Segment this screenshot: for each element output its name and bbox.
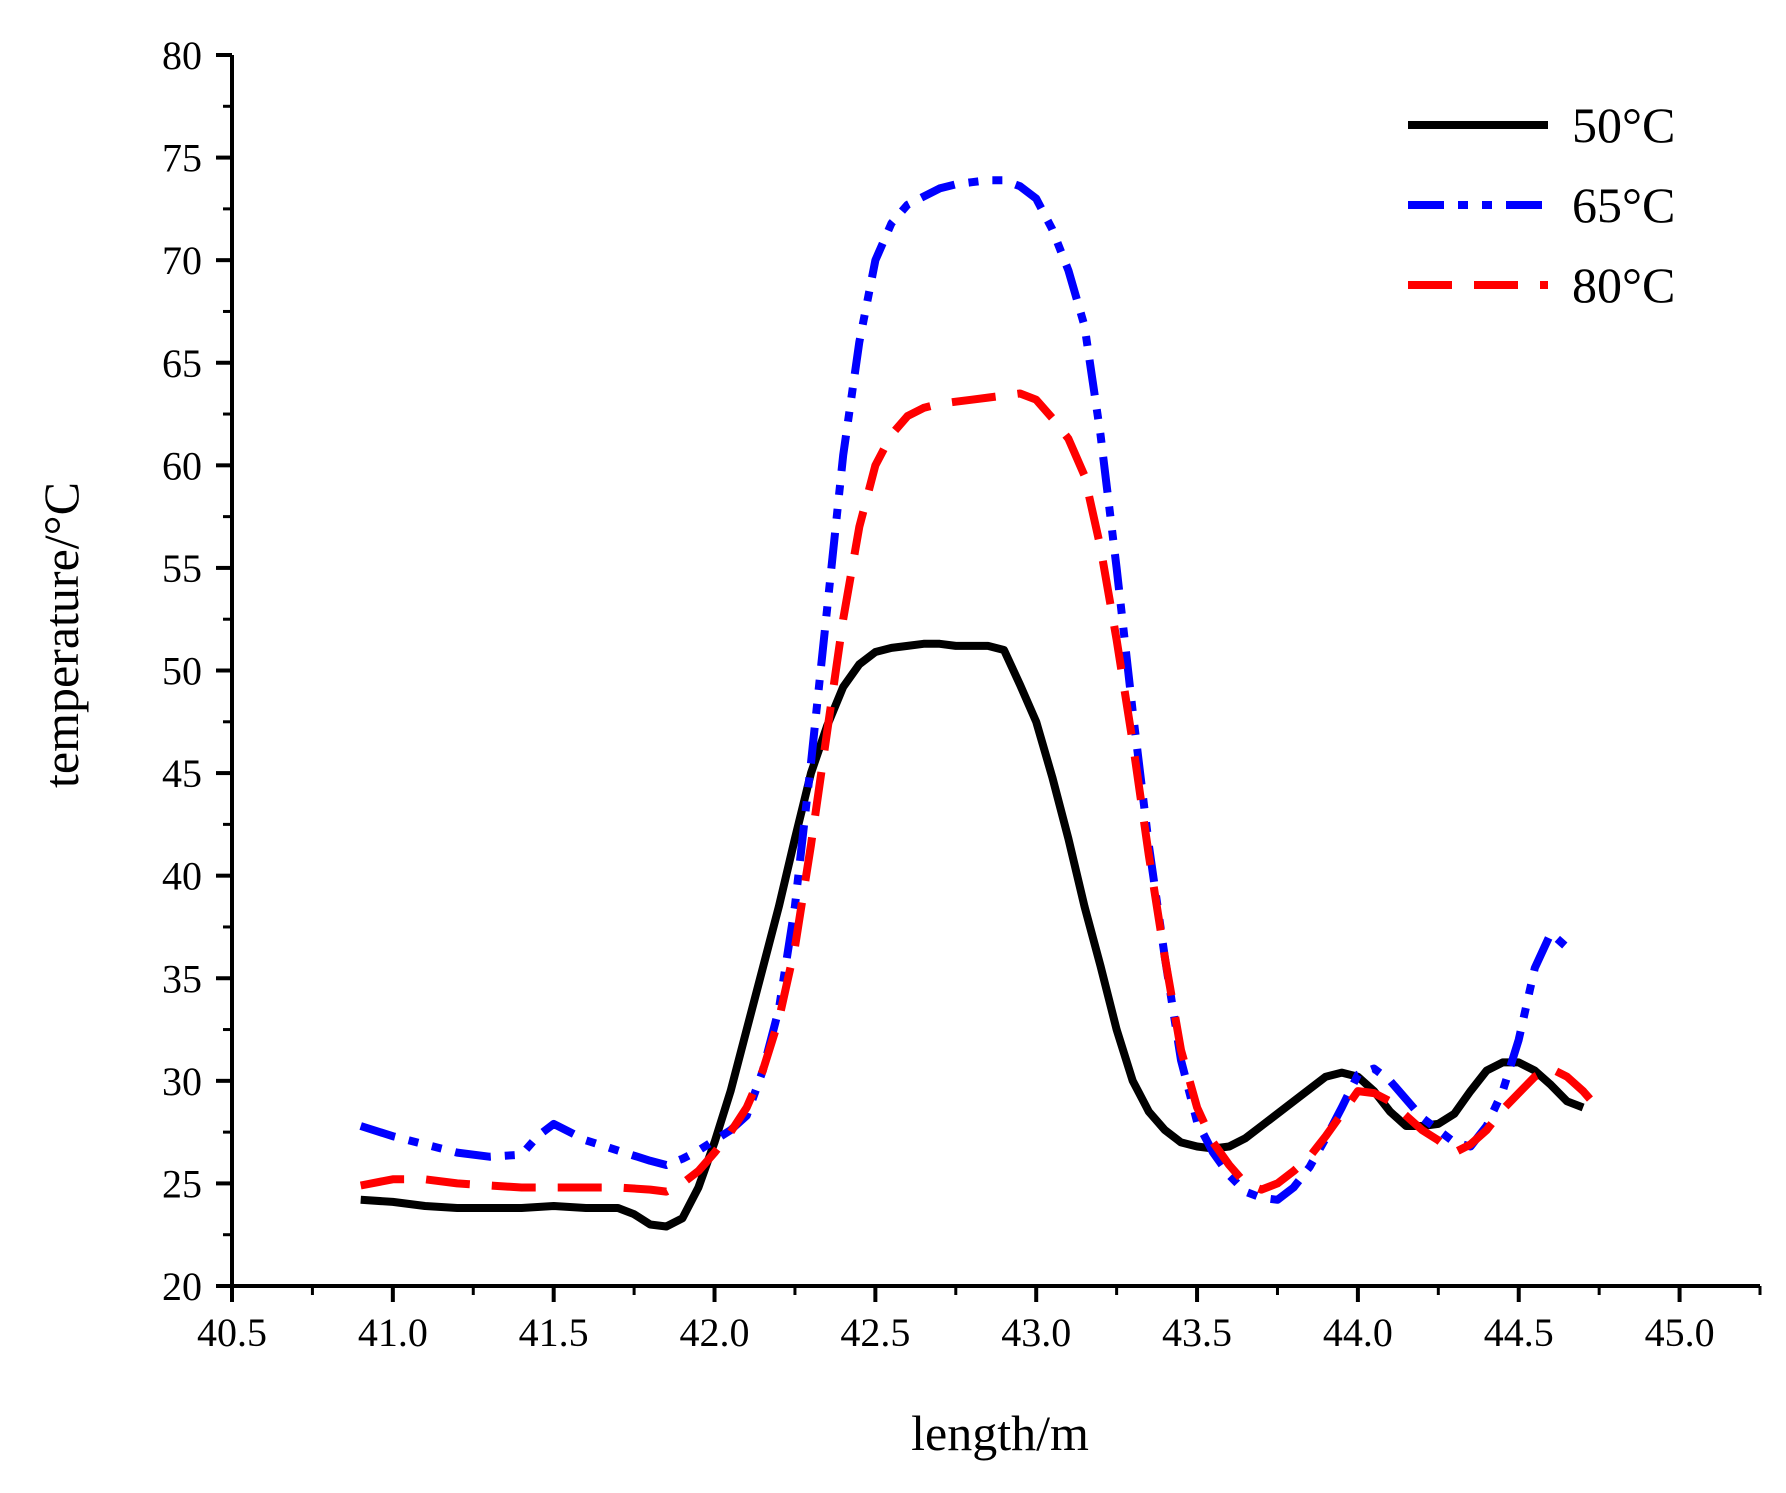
x-tick-label: 42.5 xyxy=(840,1310,910,1355)
y-tick-label: 45 xyxy=(162,751,202,796)
x-tick-label: 45.0 xyxy=(1645,1310,1715,1355)
x-tick-label: 40.5 xyxy=(197,1310,267,1355)
x-tick-label: 44.0 xyxy=(1323,1310,1393,1355)
x-tick-label: 44.5 xyxy=(1484,1310,1554,1355)
y-tick-label: 35 xyxy=(162,956,202,1001)
y-tick-label: 75 xyxy=(162,136,202,181)
x-tick-label: 43.0 xyxy=(1001,1310,1071,1355)
axes xyxy=(230,55,1760,1288)
y-tick-label: 20 xyxy=(162,1264,202,1309)
series-line-3 xyxy=(359,389,1603,1196)
series-line-2 xyxy=(359,176,1570,1204)
y-tick-label: 60 xyxy=(162,443,202,488)
legend-label-1: 50°C xyxy=(1572,97,1675,153)
x-tick-label: 41.0 xyxy=(358,1310,428,1355)
y-tick-label: 70 xyxy=(162,238,202,283)
y-tick-label: 25 xyxy=(162,1161,202,1206)
x-axis-title: length/m xyxy=(911,1405,1089,1461)
y-tick-label: 50 xyxy=(162,649,202,694)
x-tick-label: 41.5 xyxy=(519,1310,589,1355)
legend-label-2: 65°C xyxy=(1572,177,1675,233)
ticks: 40.5 41.0 41.5 42.0 42.5 43.0 43.5 44.0 44.5 45.0… xyxy=(162,33,1762,1355)
legend: 50°C 65°C 80°C xyxy=(1408,97,1675,313)
y-axis-title: temperature/°C xyxy=(33,482,89,788)
x-tick-label: 42.0 xyxy=(680,1310,750,1355)
y-tick-label: 55 xyxy=(162,546,202,591)
y-tick-label: 65 xyxy=(162,341,202,386)
y-tick-label: 30 xyxy=(162,1059,202,1104)
series-line-1 xyxy=(360,639,1585,1231)
series-lines xyxy=(359,176,1603,1231)
y-tick-label: 80 xyxy=(162,33,202,78)
x-tick-label: 43.5 xyxy=(1162,1310,1232,1355)
legend-label-3: 80°C xyxy=(1572,257,1675,313)
y-tick-label: 40 xyxy=(162,854,202,899)
